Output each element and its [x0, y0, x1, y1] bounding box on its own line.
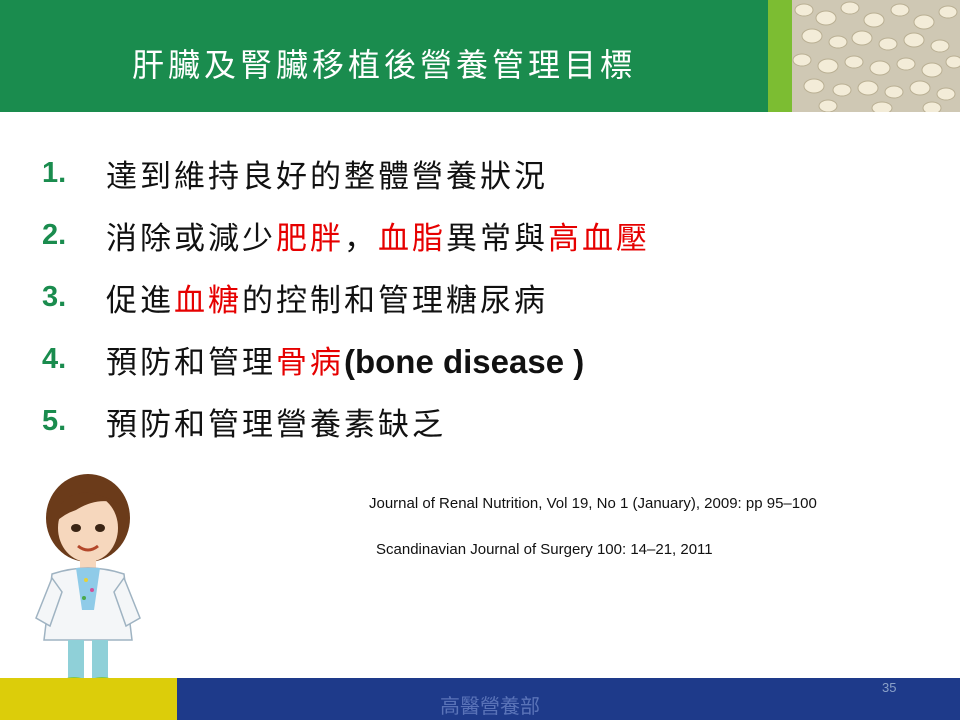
goal-number: 1.: [42, 156, 67, 189]
reference-1: Journal of Renal Nutrition, Vol 19, No 1…: [369, 495, 817, 512]
goal-text-part: 異常與: [446, 220, 548, 257]
goal-highlight: 骨病: [276, 344, 344, 381]
goal-text-part: 消除或減少: [106, 220, 276, 257]
footer-blue-band: [177, 678, 960, 720]
reference-2: Scandinavian Journal of Surgery 100: 14–…: [376, 541, 713, 558]
title-accent-stripe: [768, 0, 792, 112]
goal-item: 4. 預防和管理骨病(bone disease ): [42, 328, 942, 390]
goal-text-part: 預防和管理營養素缺乏: [106, 406, 446, 443]
goal-highlight: 血脂: [378, 220, 446, 257]
goal-item: 2. 消除或減少肥胖，血脂異常與高血壓: [42, 204, 942, 266]
goal-highlight: 血糖: [174, 282, 242, 319]
goal-item: 5. 預防和管理營養素缺乏: [42, 390, 942, 452]
goals-list: 1. 達到維持良好的整體營養狀況 2. 消除或減少肥胖，血脂異常與高血壓 3. 促進血糖的…: [42, 142, 942, 452]
goal-text-part: 預防和管理: [106, 344, 276, 381]
title-bar: [0, 0, 768, 112]
goal-number: 4.: [42, 342, 67, 375]
goal-text: 促進血糖的控制和管理糖尿病: [106, 275, 548, 320]
goal-highlight: 高血壓: [548, 220, 650, 257]
goal-text-part: ，: [344, 220, 378, 257]
goal-highlight: 肥胖: [276, 220, 344, 257]
nurse-illustration: [35, 474, 141, 687]
department-name: 高醫營養部: [440, 694, 540, 718]
goal-number: 2.: [42, 218, 67, 251]
goal-text: 預防和管理營養素缺乏: [106, 399, 446, 444]
goal-number: 5.: [42, 404, 67, 437]
goal-number: 3.: [42, 280, 67, 313]
goal-item: 1. 達到維持良好的整體營養狀況: [42, 142, 942, 204]
footer-yellow-band: [0, 678, 177, 720]
goal-text-part: 達到維持良好的整體營養狀況: [106, 158, 548, 195]
page-number: 35: [882, 680, 897, 695]
goal-text-part: (bone disease ): [344, 342, 585, 380]
goal-text: 達到維持良好的整體營養狀況: [106, 151, 548, 196]
beans-photo: [792, 0, 960, 112]
goal-text-part: 促進: [106, 282, 174, 319]
goal-item: 3. 促進血糖的控制和管理糖尿病: [42, 266, 942, 328]
goal-text: 消除或減少肥胖，血脂異常與高血壓: [106, 213, 650, 258]
slide-title: 肝臟及腎臟移植後營養管理目標: [131, 46, 636, 84]
goal-text-part: 的控制和管理糖尿病: [242, 282, 548, 319]
goal-text: 預防和管理骨病(bone disease ): [106, 337, 584, 382]
